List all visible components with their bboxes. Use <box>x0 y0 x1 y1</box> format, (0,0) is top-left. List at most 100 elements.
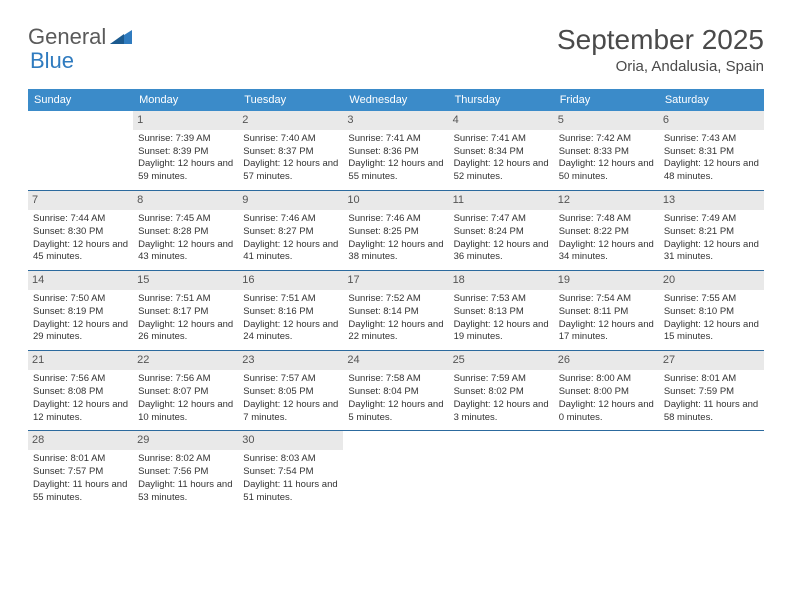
calendar-cell: 4Sunrise: 7:41 AMSunset: 8:34 PMDaylight… <box>449 111 554 191</box>
sunrise-text: Sunrise: 7:52 AM <box>348 293 443 306</box>
day-number: 19 <box>554 271 659 290</box>
sunrise-text: Sunrise: 7:53 AM <box>454 293 549 306</box>
calendar-cell: 11Sunrise: 7:47 AMSunset: 8:24 PMDayligh… <box>449 191 554 271</box>
sunrise-text: Sunrise: 8:01 AM <box>664 373 759 386</box>
day-number: 24 <box>343 351 448 370</box>
sunrise-text: Sunrise: 7:41 AM <box>348 133 443 146</box>
calendar-cell: 28 Sunrise: 8:01 AMSunset: 7:57 PMDayligh… <box>28 431 133 511</box>
day-number: 4 <box>449 111 554 130</box>
daylight-text: Daylight: 12 hours and 36 minutes. <box>454 239 549 265</box>
day-number: 21 <box>28 351 133 370</box>
sunset-text: Sunset: 8:37 PM <box>243 146 338 159</box>
calendar-cell: 1Sunrise: 7:39 AMSunset: 8:39 PMDaylight… <box>133 111 238 191</box>
daylight-text: Daylight: 12 hours and 57 minutes. <box>243 158 338 184</box>
day-number: 6 <box>659 111 764 130</box>
calendar-cell: 5Sunrise: 7:42 AMSunset: 8:33 PMDaylight… <box>554 111 659 191</box>
month-title: September 2025 <box>557 24 764 56</box>
calendar-cell: 12Sunrise: 7:48 AMSunset: 8:22 PMDayligh… <box>554 191 659 271</box>
sunset-text: Sunset: 8:27 PM <box>243 226 338 239</box>
daylight-text: Daylight: 12 hours and 48 minutes. <box>664 158 759 184</box>
daylight-text: Daylight: 12 hours and 5 minutes. <box>348 399 443 425</box>
daylight-text: Daylight: 12 hours and 22 minutes. <box>348 319 443 345</box>
day-number: 18 <box>449 271 554 290</box>
sunset-text: Sunset: 7:57 PM <box>33 466 128 479</box>
daylight-text: Daylight: 12 hours and 12 minutes. <box>33 399 128 425</box>
calendar-cell: 23Sunrise: 7:57 AMSunset: 8:05 PMDayligh… <box>238 351 343 431</box>
calendar-cell: 22Sunrise: 7:56 AMSunset: 8:07 PMDayligh… <box>133 351 238 431</box>
calendar-cell: 24Sunrise: 7:58 AMSunset: 8:04 PMDayligh… <box>343 351 448 431</box>
day-number: 15 <box>133 271 238 290</box>
day-number: 30 <box>238 431 343 450</box>
sunrise-text: Sunrise: 7:46 AM <box>348 213 443 226</box>
daylight-text: Daylight: 12 hours and 29 minutes. <box>33 319 128 345</box>
calendar-cell: . <box>449 431 554 511</box>
dayhdr-sat: Saturday <box>659 89 764 111</box>
daylight-text: Daylight: 11 hours and 53 minutes. <box>138 479 233 505</box>
sunset-text: Sunset: 8:22 PM <box>559 226 654 239</box>
daylight-text: Daylight: 12 hours and 41 minutes. <box>243 239 338 265</box>
logo-word1: General <box>28 24 106 50</box>
sunset-text: Sunset: 8:05 PM <box>243 386 338 399</box>
calendar-cell: 30Sunrise: 8:03 AMSunset: 7:54 PMDayligh… <box>238 431 343 511</box>
sunset-text: Sunset: 8:14 PM <box>348 306 443 319</box>
sunrise-text: Sunrise: 7:56 AM <box>138 373 233 386</box>
calendar-cell: . <box>659 431 764 511</box>
sunset-text: Sunset: 8:07 PM <box>138 386 233 399</box>
sunrise-text: Sunrise: 7:40 AM <box>243 133 338 146</box>
calendar-cell: 13Sunrise: 7:49 AMSunset: 8:21 PMDayligh… <box>659 191 764 271</box>
sunset-text: Sunset: 8:24 PM <box>454 226 549 239</box>
calendar-row: 21Sunrise: 7:56 AMSunset: 8:08 PMDayligh… <box>28 351 764 431</box>
sunset-text: Sunset: 8:04 PM <box>348 386 443 399</box>
day-number: 28 <box>28 431 133 450</box>
daylight-text: Daylight: 12 hours and 50 minutes. <box>559 158 654 184</box>
sunset-text: Sunset: 7:54 PM <box>243 466 338 479</box>
sunset-text: Sunset: 8:11 PM <box>559 306 654 319</box>
dayhdr-wed: Wednesday <box>343 89 448 111</box>
sunset-text: Sunset: 7:56 PM <box>138 466 233 479</box>
day-number: 5 <box>554 111 659 130</box>
logo-triangle-icon <box>110 26 132 49</box>
sunrise-text: Sunrise: 7:39 AM <box>138 133 233 146</box>
sunset-text: Sunset: 7:59 PM <box>664 386 759 399</box>
day-number: 13 <box>659 191 764 210</box>
daylight-text: Daylight: 12 hours and 0 minutes. <box>559 399 654 425</box>
sunset-text: Sunset: 8:33 PM <box>559 146 654 159</box>
day-number: 27 <box>659 351 764 370</box>
daylight-text: Daylight: 12 hours and 3 minutes. <box>454 399 549 425</box>
calendar-cell: 21Sunrise: 7:56 AMSunset: 8:08 PMDayligh… <box>28 351 133 431</box>
daylight-text: Daylight: 11 hours and 55 minutes. <box>33 479 128 505</box>
calendar-cell: 18Sunrise: 7:53 AMSunset: 8:13 PMDayligh… <box>449 271 554 351</box>
sunset-text: Sunset: 8:39 PM <box>138 146 233 159</box>
daylight-text: Daylight: 12 hours and 7 minutes. <box>243 399 338 425</box>
sunrise-text: Sunrise: 7:49 AM <box>664 213 759 226</box>
day-number: 1 <box>133 111 238 130</box>
sunrise-text: Sunrise: 7:43 AM <box>664 133 759 146</box>
calendar-cell: 6Sunrise: 7:43 AMSunset: 8:31 PMDaylight… <box>659 111 764 191</box>
calendar-cell: 17 Sunrise: 7:52 AMSunset: 8:14 PMDayligh… <box>343 271 448 351</box>
sunset-text: Sunset: 8:00 PM <box>559 386 654 399</box>
daylight-text: Daylight: 12 hours and 31 minutes. <box>664 239 759 265</box>
daylight-text: Daylight: 12 hours and 34 minutes. <box>559 239 654 265</box>
calendar-row: 7Sunrise: 7:44 AMSunset: 8:30 PMDaylight… <box>28 191 764 271</box>
sunset-text: Sunset: 8:28 PM <box>138 226 233 239</box>
calendar-cell: 10Sunrise: 7:46 AMSunset: 8:25 PMDayligh… <box>343 191 448 271</box>
logo: General <box>28 24 136 50</box>
sunrise-text: Sunrise: 8:01 AM <box>33 453 128 466</box>
day-number: 11 <box>449 191 554 210</box>
sunrise-text: Sunrise: 7:45 AM <box>138 213 233 226</box>
daylight-text: Daylight: 12 hours and 19 minutes. <box>454 319 549 345</box>
sunrise-text: Sunrise: 7:59 AM <box>454 373 549 386</box>
day-number: 17 <box>343 271 448 290</box>
sunset-text: Sunset: 8:08 PM <box>33 386 128 399</box>
dayhdr-tue: Tuesday <box>238 89 343 111</box>
sunset-text: Sunset: 8:10 PM <box>664 306 759 319</box>
sunrise-text: Sunrise: 7:50 AM <box>33 293 128 306</box>
daylight-text: Daylight: 12 hours and 52 minutes. <box>454 158 549 184</box>
logo-line2: Blue <box>30 48 74 74</box>
calendar-cell: 7Sunrise: 7:44 AMSunset: 8:30 PMDaylight… <box>28 191 133 271</box>
daylight-text: Daylight: 12 hours and 24 minutes. <box>243 319 338 345</box>
daylight-text: Daylight: 12 hours and 45 minutes. <box>33 239 128 265</box>
calendar-cell: 26Sunrise: 8:00 AMSunset: 8:00 PMDayligh… <box>554 351 659 431</box>
calendar-cell: 19Sunrise: 7:54 AMSunset: 8:11 PMDayligh… <box>554 271 659 351</box>
calendar-cell: 27Sunrise: 8:01 AMSunset: 7:59 PMDayligh… <box>659 351 764 431</box>
